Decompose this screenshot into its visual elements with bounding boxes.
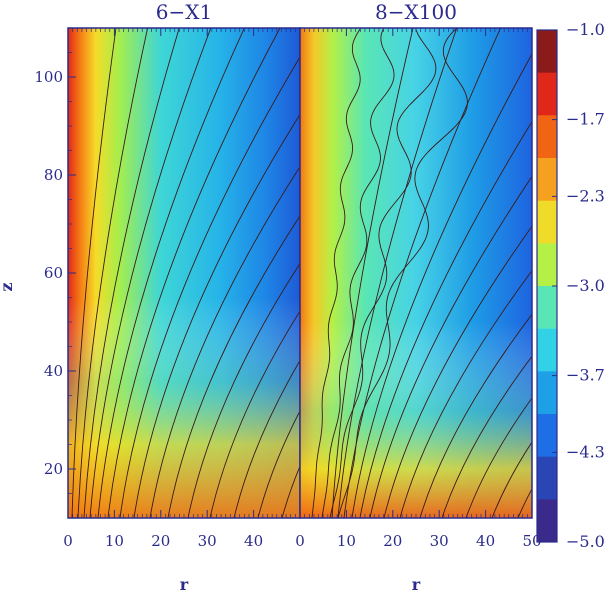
x-tick-label: 20 <box>151 532 170 550</box>
colorbar-segment <box>537 72 557 116</box>
y-tick-label: 100 <box>34 68 63 86</box>
colorbar-segment <box>537 243 557 287</box>
colorbar-tick-label: −3.0 <box>566 276 605 295</box>
panel-right-xlabel: r <box>412 575 421 594</box>
field-line <box>167 215 300 518</box>
x-tick-label: 20 <box>383 532 402 550</box>
x-tick-label: 40 <box>476 532 495 550</box>
colorbar-tick-label: −5.0 <box>566 532 605 551</box>
field-line <box>441 355 532 518</box>
x-tick-label: 30 <box>198 532 217 550</box>
panel-right-title: 8−X100 <box>375 0 457 24</box>
field-line <box>419 313 532 518</box>
field-line <box>359 120 532 518</box>
colorbar-segment <box>537 456 557 500</box>
x-tick-label: 10 <box>105 532 124 550</box>
colorbar-tick-label: −4.3 <box>566 442 605 461</box>
field-line <box>133 113 300 518</box>
y-axis-label: z <box>0 282 16 291</box>
colorbar-segment <box>537 328 557 372</box>
panel-right-heatmap-overlay <box>300 28 532 518</box>
panel-right-field-lines <box>311 28 532 518</box>
field-line <box>331 28 414 518</box>
y-tick-label: 40 <box>44 362 63 380</box>
field-line <box>149 165 300 518</box>
y-tick-label: 20 <box>44 460 63 478</box>
panel-left-xlabel: r <box>180 575 189 594</box>
field-line <box>383 225 532 518</box>
colorbar-tick-label: −1.7 <box>566 110 605 129</box>
field-line <box>83 28 180 518</box>
colorbar-segment <box>537 115 557 159</box>
field-line-kinked <box>321 28 395 518</box>
colorbar-segment <box>537 158 557 202</box>
colorbar-segment <box>537 371 557 415</box>
y-tick-label: 60 <box>44 264 63 282</box>
field-line <box>107 28 281 518</box>
field-line <box>337 28 458 518</box>
field-line <box>399 269 532 518</box>
field-line <box>71 28 117 518</box>
panel-right: 8−X100 0 10 20 30 40 50 r <box>295 0 542 594</box>
x-tick-label: 10 <box>337 532 356 550</box>
field-line <box>351 52 532 518</box>
x-tick-label: 0 <box>63 532 73 550</box>
colorbar-tick-label: −3.7 <box>566 366 605 385</box>
colorbar-tick-label: −1.0 <box>566 20 605 39</box>
field-line-kinked <box>311 28 361 518</box>
x-tick-label: 40 <box>244 532 263 550</box>
field-line <box>209 310 300 518</box>
x-tick-label: 0 <box>295 532 305 550</box>
field-line <box>369 175 532 518</box>
field-line <box>465 397 532 518</box>
field-line <box>187 262 300 518</box>
field-line <box>343 28 502 518</box>
colorbar-tick-label: −2.3 <box>566 186 605 205</box>
y-tick-label: 80 <box>44 166 63 184</box>
colorbar-segment <box>537 286 557 330</box>
field-line <box>89 28 212 518</box>
field-line <box>97 28 245 518</box>
panel-right-ticks: 0 10 20 30 40 50 <box>295 28 542 550</box>
colorbar-segment <box>537 200 557 244</box>
colorbar-segments <box>537 30 557 543</box>
field-line <box>233 359 300 518</box>
colorbar-ticks: −1.0 −1.7 −2.3 −3.0 −3.7 −4.3 −5.0 <box>552 20 605 551</box>
field-line <box>119 56 300 518</box>
field-line <box>491 441 532 518</box>
x-tick-label: 30 <box>430 532 449 550</box>
panel-left-title: 6−X1 <box>156 0 212 24</box>
panel-left-ticks: 0 10 20 30 40 20 40 60 80 100 <box>34 27 296 550</box>
colorbar-segment <box>537 414 557 458</box>
colorbar-segment <box>537 30 557 74</box>
field-line-kinked <box>337 28 468 518</box>
field-line <box>77 28 149 518</box>
panel-left-field-lines <box>71 28 300 518</box>
field-line-kinked <box>329 28 437 518</box>
colorbar: −1.0 −1.7 −2.3 −3.0 −3.7 −4.3 −5.0 <box>536 20 605 551</box>
field-line <box>257 410 300 518</box>
colorbar-segment <box>537 499 557 543</box>
